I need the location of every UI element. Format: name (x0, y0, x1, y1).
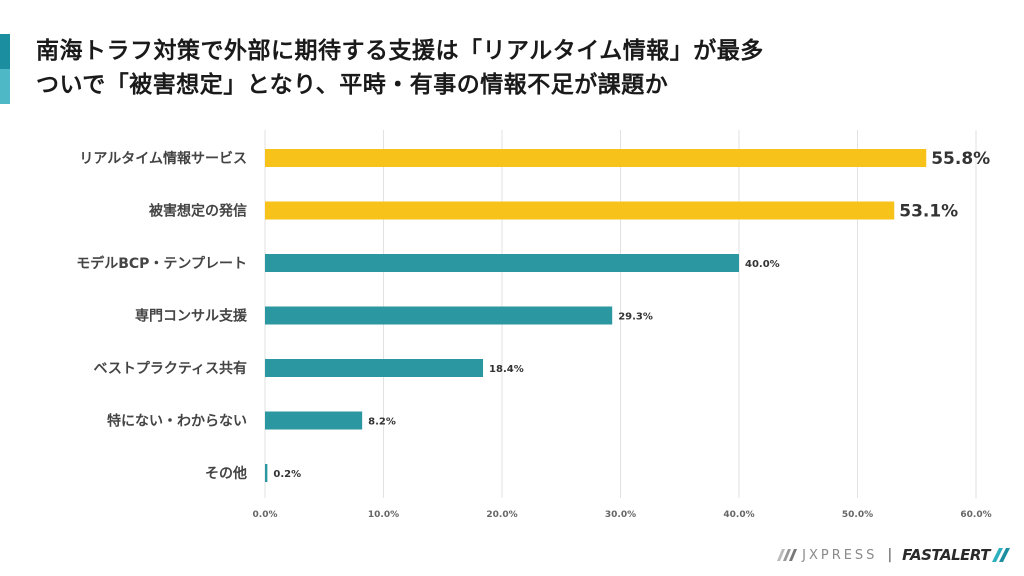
bar (265, 254, 739, 272)
x-tick-label: 60.0% (960, 510, 991, 520)
bar (265, 149, 927, 167)
bar-layer (265, 149, 927, 482)
category-label: モデルBCP・テンプレート (76, 255, 247, 272)
value-label: 53.1% (899, 202, 958, 222)
x-tick-label: 0.0% (253, 510, 278, 520)
grid-layer (264, 130, 977, 498)
bar (265, 411, 363, 430)
category-label: リアルタイム情報サービス (79, 150, 247, 167)
label-layer: 0.0% 10.0% 20.0% 30.0% 40.0% 50.0% 60.0% リアルタイム… (76, 149, 991, 520)
x-tick-label: 10.0% (368, 510, 399, 520)
jxpress-logo-icon (777, 549, 798, 561)
bar (265, 464, 268, 482)
fastalert-logo-text: FASTALERT (902, 546, 990, 564)
category-label: ベストプラクティス共有 (94, 360, 247, 377)
fastalert-logo: FASTALERT (902, 546, 1010, 564)
title-accent-bar (0, 34, 10, 104)
value-label: 0.2% (273, 469, 301, 480)
title-line-1: 南海トラフ対策で外部に期待する支援は「リアルタイム情報」が最多 (36, 38, 764, 64)
bar (265, 359, 484, 377)
page-title: 南海トラフ対策で外部に期待する支援は「リアルタイム情報」が最多 ついで「被害想定… (36, 34, 764, 102)
category-label: 被害想定の発信 (149, 203, 247, 220)
value-label: 55.8% (931, 149, 990, 169)
x-tick-label: 20.0% (486, 510, 517, 520)
footer-separator: | (887, 547, 893, 563)
x-tick-label: 30.0% (605, 510, 636, 520)
bar (265, 201, 895, 220)
bar (265, 306, 613, 325)
title-line-2: ついで「被害想定」となり、平時・有事の情報不足が課題か (36, 72, 669, 98)
value-label: 40.0% (745, 259, 780, 270)
value-label: 8.2% (368, 417, 396, 428)
value-label: 18.4% (489, 364, 524, 375)
category-label: 専門コンサル支援 (135, 308, 248, 325)
x-tick-label: 40.0% (723, 510, 754, 520)
value-label: 29.3% (618, 312, 653, 323)
jxpress-logo-text: JXPRESS (802, 547, 878, 563)
x-tick-label: 50.0% (842, 510, 873, 520)
fastalert-logo-icon (992, 548, 1010, 562)
footer-branding: JXPRESS | FASTALERT (777, 546, 1010, 564)
jxpress-logo: JXPRESS (777, 548, 877, 563)
category-label: その他 (205, 465, 247, 482)
category-label: 特にない・わからない (107, 413, 247, 430)
